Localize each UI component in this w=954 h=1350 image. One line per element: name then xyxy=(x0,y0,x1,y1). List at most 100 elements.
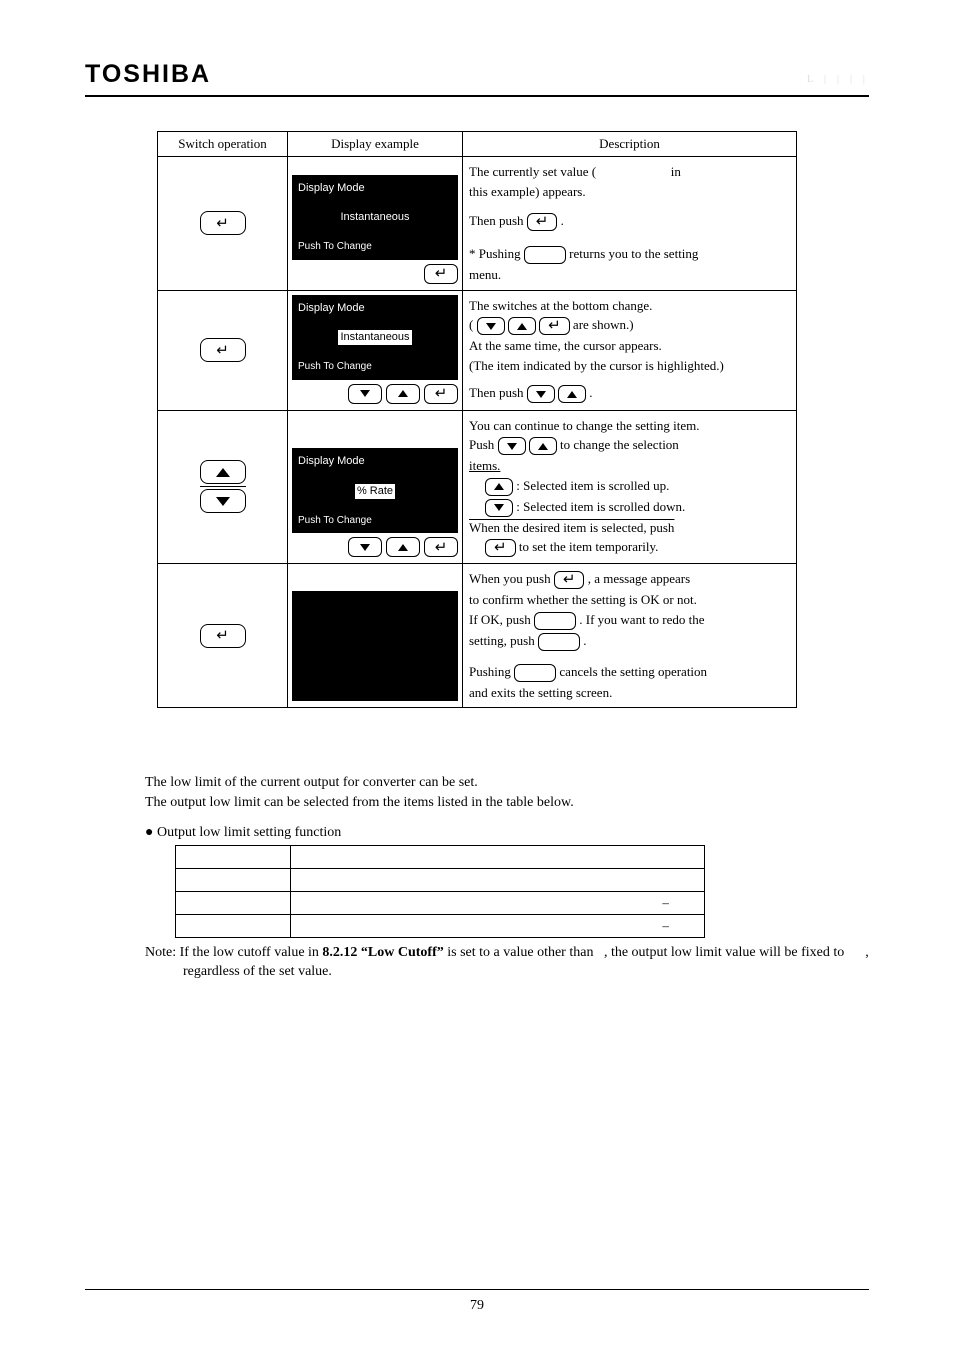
up-key-inline[interactable] xyxy=(529,437,557,455)
lcd-screen: Display Mode Instantaneous Push To Chang… xyxy=(292,175,458,260)
down-icon xyxy=(216,497,230,506)
desc-line: Then push . xyxy=(469,384,790,403)
enter-key[interactable] xyxy=(200,338,246,362)
enter-key[interactable] xyxy=(200,624,246,648)
desc-line: When the desired item is selected, push xyxy=(469,519,790,537)
screen-line: Display Mode xyxy=(298,454,452,469)
down-icon xyxy=(536,391,546,398)
desc-line: The switches at the bottom change. xyxy=(469,297,790,315)
screen-instr: Push To Change xyxy=(298,360,452,374)
desc-line: The currently set value (Instantaneous i… xyxy=(469,163,790,181)
cell-desc: Description xyxy=(291,846,705,869)
col-switch-header: Switch operation xyxy=(158,132,288,157)
up-icon xyxy=(494,483,504,490)
lcd-screen: Display Mode Instantaneous Push To Chang… xyxy=(292,295,458,380)
enter-icon xyxy=(216,214,229,233)
enter-icon xyxy=(563,570,576,590)
table-row: -10.0 The low limit of output is set to … xyxy=(176,892,705,915)
softkey-enter[interactable] xyxy=(424,384,458,404)
desc-line: At the same time, the cursor appears. xyxy=(469,337,790,355)
table-row: Display Mode % Rate Push To Change xyxy=(158,410,797,564)
up-key[interactable] xyxy=(200,460,246,484)
screen-highlight: % Rate xyxy=(355,484,395,499)
table-row: When you push , a message appears to con… xyxy=(158,564,797,708)
blank-key[interactable] xyxy=(514,664,556,682)
cell-desc: The low limit of output is set to –20%. xyxy=(291,915,705,938)
softkey-up[interactable] xyxy=(386,537,420,557)
desc-line: menu. xyxy=(469,266,790,284)
table-row: Display Mode Instantaneous Push To Chang… xyxy=(158,290,797,410)
down-key-inline[interactable] xyxy=(498,437,526,455)
soft-keys xyxy=(288,380,462,410)
desc-line: (The item indicated by the cursor is hig… xyxy=(469,357,790,375)
note-text: Note: If the low cutoff value in 8.2.12 … xyxy=(145,944,869,982)
up-key-inline[interactable] xyxy=(485,478,513,496)
enter-icon xyxy=(216,341,229,360)
desc-line: ( are shown.) xyxy=(469,316,790,335)
cell-item: -20.0 xyxy=(176,915,291,938)
desc-line: setting, push . xyxy=(469,632,790,651)
up-icon xyxy=(517,323,527,330)
screen-line: Display Mode xyxy=(298,301,452,316)
softkey-down[interactable] xyxy=(348,384,382,404)
desc-line: You can continue to change the setting i… xyxy=(469,417,790,435)
enter-key-inline[interactable] xyxy=(554,571,585,589)
screen-line: Display Mode xyxy=(298,181,452,196)
softkey-enter[interactable] xyxy=(424,264,458,284)
down-key-inline[interactable] xyxy=(485,499,513,517)
desc-line: and exits the setting screen. xyxy=(469,684,790,702)
enter-icon xyxy=(548,316,561,336)
enter-key-inline[interactable] xyxy=(485,539,516,557)
soft-keys xyxy=(288,533,462,563)
desc-line: * Pushing returns you to the setting xyxy=(469,245,790,264)
header-right-text: L | | | | xyxy=(807,73,869,85)
softkey-down[interactable] xyxy=(348,537,382,557)
cell-desc: 4.0mA (initial value) xyxy=(291,869,705,892)
enter-icon xyxy=(435,384,448,403)
down-icon xyxy=(494,504,504,511)
body-text: The output low limit can be selected fro… xyxy=(145,795,869,811)
desc-line: this example) appears. xyxy=(469,183,790,201)
desc-line: When you push , a message appears xyxy=(469,570,790,589)
enter-key[interactable] xyxy=(200,211,246,235)
screen-highlight: Instantaneous xyxy=(338,330,411,345)
down-key-inline[interactable] xyxy=(527,385,555,403)
desc-line: : Selected item is scrolled up. xyxy=(469,477,790,496)
blank-key[interactable] xyxy=(524,246,566,264)
cell-item: 0.0 xyxy=(176,869,291,892)
down-icon xyxy=(360,544,370,551)
down-icon xyxy=(507,443,517,450)
enter-icon xyxy=(216,626,229,645)
down-key[interactable] xyxy=(200,489,246,513)
up-key-inline[interactable] xyxy=(558,385,586,403)
enter-icon xyxy=(494,538,507,558)
page-footer: 79 xyxy=(85,1289,869,1314)
output-low-limit-table: Item Description 0.0 4.0mA (initial valu… xyxy=(175,845,705,938)
down-icon xyxy=(360,390,370,397)
desc-line: If OK, push . If you want to redo the xyxy=(469,611,790,630)
table-row: 0.0 4.0mA (initial value) xyxy=(176,869,705,892)
screen-line: Instantaneous xyxy=(298,210,452,225)
cell-item: -10.0 xyxy=(176,892,291,915)
table-row: Item Description xyxy=(176,846,705,869)
cell-desc: The low limit of output is set to –10%. xyxy=(291,892,705,915)
desc-line: Then push . xyxy=(469,212,790,231)
down-icon xyxy=(486,323,496,330)
blank-key[interactable] xyxy=(538,633,580,651)
page-header: TOSHIBA L | | | | xyxy=(85,60,869,97)
page-number: 79 xyxy=(470,1298,484,1313)
down-key-inline[interactable] xyxy=(477,317,505,335)
desc-line: Push to change the selection xyxy=(469,436,790,455)
brand-logo: TOSHIBA xyxy=(85,60,211,89)
divider xyxy=(200,486,246,487)
enter-key-inline[interactable] xyxy=(539,317,570,335)
body-text: The low limit of the current output for … xyxy=(145,775,869,791)
screen-instr: Push To Change xyxy=(298,514,452,528)
softkey-enter[interactable] xyxy=(424,537,458,557)
softkey-up[interactable] xyxy=(386,384,420,404)
enter-key-inline[interactable] xyxy=(527,213,558,231)
up-key-inline[interactable] xyxy=(508,317,536,335)
col-display-header: Display example xyxy=(288,132,463,157)
up-icon xyxy=(567,391,577,398)
blank-key[interactable] xyxy=(534,612,576,630)
